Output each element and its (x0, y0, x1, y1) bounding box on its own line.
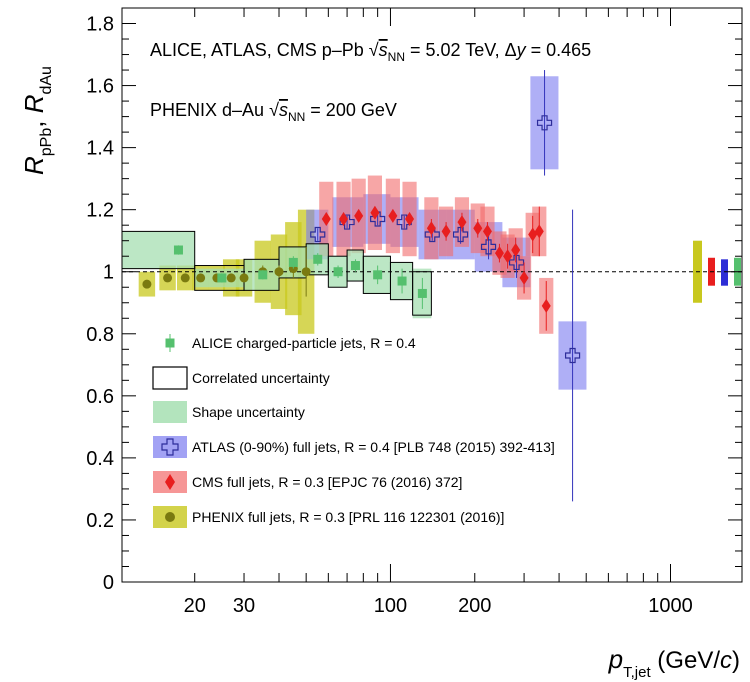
legend-symbol-phenix (165, 512, 175, 522)
cms-point-0 (321, 211, 331, 226)
cms-point-9 (473, 221, 483, 236)
alice-point-3 (288, 257, 298, 267)
y-axis-title: RpPb, RdAu (19, 66, 55, 175)
phenix-point-8 (274, 267, 284, 277)
axes-layer: 0 0.2 0.4 0.6 0.8 1 1.2 1.4 1.6 1.8 20 30 100 200 1000… (19, 7, 743, 681)
y-tick-label-5: 1 (103, 262, 114, 284)
phenix-point-5 (226, 273, 236, 283)
legend-symbol-atlas-box (153, 436, 187, 458)
atlas-point-4 (424, 226, 440, 243)
x-tick-label-4: 1000 (648, 595, 693, 617)
phenix-point-6 (239, 273, 249, 283)
cms-point-1 (339, 211, 349, 226)
cms-point-8 (457, 215, 467, 230)
x-tick-label-1: 30 (233, 595, 255, 617)
atlas-point-5 (452, 226, 469, 243)
x-tick-label-2: 100 (374, 595, 407, 617)
cms-point-10 (482, 224, 492, 239)
phenix-point-10 (301, 267, 311, 277)
legend-label-phenix: PHENIX full jets, R = 0.3 [PRL 116 12230… (192, 509, 504, 525)
uncertainty-bands-layer (121, 76, 741, 390)
x-axis-title: pT,jet (GeV/c) (608, 644, 740, 681)
alice-point-6 (350, 261, 360, 271)
legend-symbol-atlas (161, 438, 179, 456)
cms-point-2 (354, 208, 364, 223)
phenix-point-0 (142, 279, 152, 289)
legend-symbol-shape (153, 401, 187, 423)
x-tick-label-0: 20 (184, 595, 206, 617)
alice-corr-box-9 (412, 271, 432, 316)
legend-symbol-cms (165, 474, 175, 490)
legend-symbol-alice (165, 338, 175, 348)
annotation-phenix-system: PHENIX d–Au √sNN = 200 GeV (150, 100, 397, 124)
atlas-point-2 (370, 211, 386, 227)
y-tick-label-4: 0.8 (86, 324, 114, 346)
legend-label-alice: ALICE charged-particle jets, R = 0.4 (192, 335, 416, 351)
phenix-point-1 (163, 273, 173, 283)
legend-label-atlas: ATLAS (0-90%) full jets, R = 0.4 [PLB 74… (192, 439, 555, 455)
annotation-collision-system: ALICE, ATLAS, CMS p–Pb √sNN = 5.02 TeV, … (150, 40, 591, 64)
cms-point-7 (441, 224, 451, 239)
alice-shape-box-0 (122, 231, 195, 269)
atlas-point-9 (564, 347, 581, 364)
legend-label-cms: CMS full jets, R = 0.3 [EPJC 76 (2016) 3… (192, 474, 462, 490)
data-points-layer (142, 70, 581, 502)
atlas-point-0 (310, 226, 326, 243)
annotations-layer: ALICE, ATLAS, CMS p–Pb √sNN = 5.02 TeV, … (150, 40, 591, 124)
alice-point-2 (258, 270, 268, 280)
cms-point-17 (541, 298, 551, 313)
atlas-point-8 (536, 115, 553, 131)
cms-point-5 (405, 211, 415, 226)
cms-point-4 (388, 208, 398, 223)
y-tick-label-8: 1.6 (86, 76, 114, 98)
legend-symbol-correlated (152, 366, 188, 390)
legend: ALICE charged-particle jets, R = 0.4 Corr… (152, 334, 555, 528)
cms-point-6 (426, 221, 436, 236)
y-tick-label-9: 1.8 (86, 14, 114, 36)
y-tick-label-2: 0.4 (86, 448, 114, 470)
x-tick-label-3: 200 (458, 595, 491, 617)
cms-point-12 (503, 249, 513, 264)
cms-point-15 (528, 227, 538, 242)
legend-label-shape-box: Shape uncertainty (192, 404, 305, 420)
alice-point-1 (217, 273, 227, 283)
legend-label-corr-box: Correlated uncertainty (192, 370, 330, 386)
y-tick-label-3: 0.6 (86, 386, 114, 408)
alice-point-0 (173, 245, 183, 255)
y-tick-label-6: 1.2 (86, 200, 114, 222)
alice-point-7 (373, 270, 383, 280)
cms-point-14 (519, 270, 529, 285)
alice-point-4 (313, 254, 323, 264)
atlas-point-6 (480, 239, 497, 255)
cms-point-13 (511, 243, 521, 258)
cms-point-16 (534, 224, 544, 239)
cms-point-11 (494, 246, 504, 261)
cms-point-3 (370, 205, 380, 220)
y-axis-title-group: RpPb, RdAu (19, 66, 55, 175)
alice-point-5 (333, 267, 343, 277)
alice-point-8 (397, 276, 407, 286)
alice-point-9 (417, 288, 427, 298)
phenix-point-2 (180, 273, 190, 283)
y-tick-label-0: 0 (103, 572, 114, 594)
y-tick-label-7: 1.4 (86, 138, 114, 160)
phenix-point-3 (196, 273, 206, 283)
plot-frame (121, 7, 743, 583)
y-tick-label-1: 0.2 (86, 510, 114, 532)
normalization-box-2 (721, 259, 728, 286)
